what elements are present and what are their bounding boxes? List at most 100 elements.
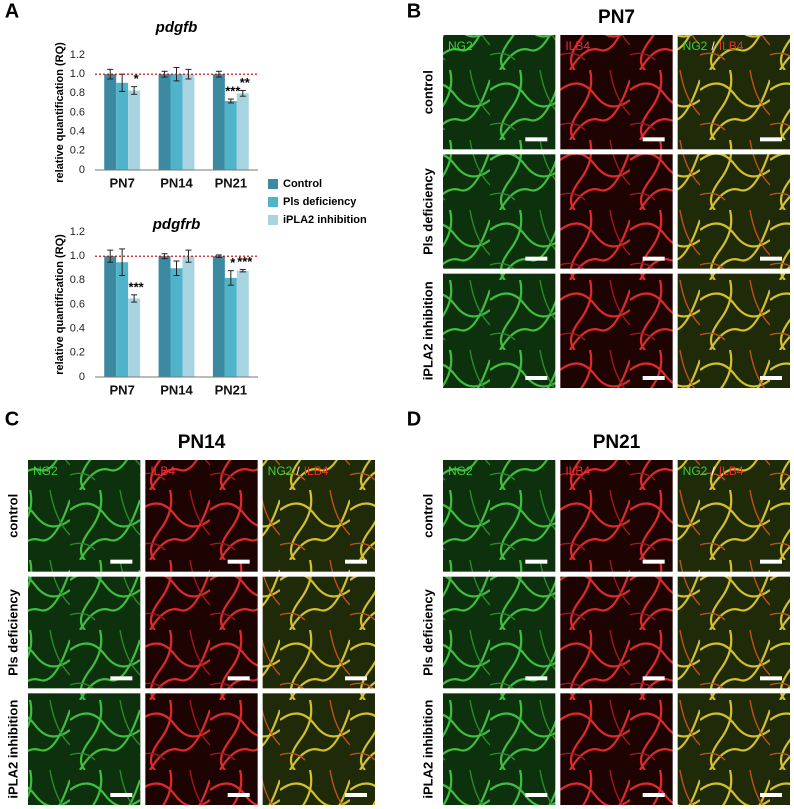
channel-label: ILB4 bbox=[150, 464, 175, 478]
scale-bar bbox=[227, 559, 250, 564]
micrograph bbox=[560, 154, 673, 269]
x-tick-label: PN21 bbox=[215, 382, 248, 397]
y-tick-label: 0.2 bbox=[70, 145, 85, 157]
micrograph bbox=[677, 693, 790, 805]
row-label: Pls deficiency bbox=[5, 588, 20, 675]
micrograph bbox=[677, 35, 790, 150]
micrograph bbox=[145, 693, 258, 805]
micrograph bbox=[677, 576, 790, 689]
channel-name: ILB4 bbox=[150, 464, 175, 478]
legend-swatch bbox=[268, 197, 278, 207]
x-tick-label: PN21 bbox=[215, 175, 248, 190]
error-bar bbox=[131, 294, 138, 303]
bar bbox=[182, 74, 195, 170]
micrograph bbox=[443, 273, 556, 388]
row-label: iPLA2 inhibition bbox=[420, 700, 435, 799]
micrograph bbox=[262, 693, 375, 805]
channel-name: ILB4 bbox=[719, 39, 744, 53]
scale-bar bbox=[525, 559, 548, 564]
channel-label: NG2/ ILB4 bbox=[268, 464, 329, 478]
micrograph bbox=[560, 576, 673, 689]
bar bbox=[212, 256, 225, 377]
scale-bar bbox=[760, 256, 782, 261]
x-tick-label: PN7 bbox=[110, 382, 135, 397]
micrograph bbox=[677, 460, 790, 572]
channel-name: / bbox=[296, 464, 300, 478]
panel-title: PN14 bbox=[178, 432, 226, 453]
error-bar bbox=[227, 270, 234, 286]
legend-swatch bbox=[268, 215, 278, 225]
row-label: iPLA2 inhibition bbox=[5, 700, 20, 799]
micrograph bbox=[677, 154, 790, 269]
y-tick-label: 0.6 bbox=[70, 298, 85, 310]
x-tick-label: PN14 bbox=[160, 175, 193, 190]
micrograph bbox=[677, 273, 790, 388]
scale-bar bbox=[642, 256, 665, 261]
micrograph bbox=[443, 576, 556, 689]
micrograph bbox=[28, 693, 141, 805]
bar bbox=[158, 256, 171, 377]
row-label: control bbox=[420, 494, 435, 538]
y-tick-label: 0 bbox=[79, 371, 85, 383]
panel-letter: D bbox=[407, 408, 421, 430]
legend-swatch bbox=[268, 179, 278, 189]
channel-name: ILB4 bbox=[565, 464, 590, 478]
channel-label: ILB4 bbox=[565, 39, 590, 53]
channel-name: ILB4 bbox=[304, 464, 329, 478]
channel-name: NG2 bbox=[448, 464, 473, 478]
channel-name: NG2 bbox=[683, 464, 708, 478]
error-bar bbox=[215, 70, 222, 78]
channel-name: NG2 bbox=[268, 464, 293, 478]
channel-label: ILB4 bbox=[565, 464, 590, 478]
y-tick-label: 0.8 bbox=[70, 87, 85, 99]
significance: *** bbox=[129, 279, 145, 294]
legend-label: iPLA2 inhibition bbox=[283, 214, 367, 226]
legend-label: Pls deficiency bbox=[283, 196, 357, 208]
scale-bar bbox=[642, 793, 665, 797]
scale-bar bbox=[760, 376, 782, 380]
scale-bar bbox=[110, 676, 133, 681]
scale-bar bbox=[760, 137, 782, 142]
scale-bar bbox=[110, 559, 133, 564]
micrograph bbox=[560, 273, 673, 388]
scale-bar bbox=[642, 137, 665, 142]
scale-bar bbox=[345, 559, 367, 564]
error-bar bbox=[119, 248, 126, 276]
bar bbox=[224, 101, 237, 170]
panel-letter: C bbox=[5, 408, 19, 430]
bar bbox=[182, 256, 195, 377]
channel-label: NG2 bbox=[448, 464, 473, 478]
y-tick-label: 1.2 bbox=[70, 49, 85, 61]
scale-bar bbox=[525, 376, 548, 380]
chart-title: pdgfrb bbox=[152, 216, 200, 233]
channel-name: ILB4 bbox=[719, 464, 744, 478]
y-tick-label: 0.4 bbox=[70, 323, 85, 335]
x-tick-label: PN14 bbox=[160, 382, 193, 397]
micrograph bbox=[443, 460, 556, 572]
bar bbox=[128, 298, 141, 377]
legend-label: Control bbox=[283, 178, 322, 190]
micrograph bbox=[560, 35, 673, 150]
y-tick-label: 1.2 bbox=[70, 226, 85, 238]
scale-bar bbox=[642, 376, 665, 380]
error-bar bbox=[239, 268, 246, 273]
bar bbox=[224, 277, 237, 377]
scale-bar bbox=[642, 676, 665, 681]
bar bbox=[212, 74, 225, 170]
error-bar bbox=[107, 68, 114, 80]
micrograph bbox=[145, 460, 258, 572]
bar bbox=[158, 74, 171, 170]
error-bar bbox=[215, 254, 222, 258]
y-tick-label: 0.2 bbox=[70, 347, 85, 359]
row-label: Pls deficiency bbox=[420, 588, 435, 675]
row-label: iPLA2 inhibition bbox=[420, 281, 435, 380]
row-label: control bbox=[420, 70, 435, 114]
bar bbox=[170, 74, 183, 170]
error-bar bbox=[173, 260, 180, 276]
y-axis-label: relative quantification (RQ) bbox=[54, 42, 66, 183]
micrograph bbox=[262, 460, 375, 572]
channel-label: NG2 bbox=[33, 464, 58, 478]
scale-bar bbox=[525, 256, 548, 261]
micrograph bbox=[560, 460, 673, 572]
